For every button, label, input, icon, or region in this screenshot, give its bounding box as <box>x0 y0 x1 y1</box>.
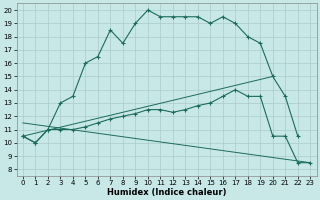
X-axis label: Humidex (Indice chaleur): Humidex (Indice chaleur) <box>107 188 226 197</box>
